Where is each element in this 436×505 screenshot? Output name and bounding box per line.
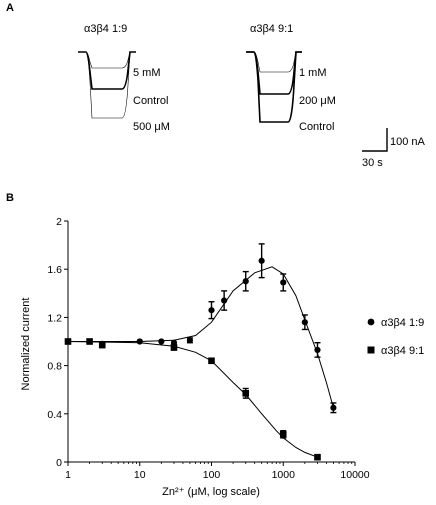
- data-point-circle: [221, 297, 228, 304]
- scale-bar-current-label: 100 nA: [390, 136, 426, 148]
- left-trace-500um: [78, 51, 136, 119]
- panel-b-letter: B: [6, 192, 14, 204]
- x-tick-label: 1000: [272, 469, 296, 481]
- x-tick-label: 10: [134, 469, 146, 481]
- right-trace-label-2: 200 μM: [299, 95, 336, 107]
- y-tick-label: 2: [56, 216, 62, 228]
- y-tick-label: 1.2: [47, 312, 62, 324]
- x-tick-label: 1: [65, 469, 71, 481]
- legend-marker-circle: [367, 318, 375, 326]
- legend-marker-square: [367, 346, 375, 354]
- left-trace-label-1: 5 mM: [133, 67, 161, 79]
- data-point-circle: [186, 337, 194, 344]
- data-point-square: [64, 338, 72, 345]
- right-traces: [246, 51, 302, 123]
- left-trace-5mm: [78, 51, 136, 69]
- left-recording-title: α3β4 1:9: [84, 23, 127, 35]
- data-point-square: [86, 338, 93, 345]
- chart-data-points: [64, 243, 337, 461]
- data-point-circle: [158, 338, 165, 345]
- data-point-square: [170, 344, 178, 351]
- x-tick-label: 100: [203, 469, 221, 481]
- right-trace-label-1: 1 mM: [299, 67, 327, 79]
- y-tick-label: 0: [56, 457, 62, 469]
- x-axis-title: Zn²⁺ (μM, log scale): [162, 486, 260, 498]
- data-point-circle: [330, 404, 337, 411]
- legend-label-series-2: α3β4 9:1: [381, 345, 424, 357]
- data-point-circle: [314, 346, 321, 354]
- left-trace-control: [78, 51, 136, 90]
- scale-bar-time-label: 30 s: [362, 157, 383, 169]
- data-point-circle: [258, 257, 265, 264]
- chart-legend: α3β4 1:9 α3β4 9:1: [367, 317, 424, 357]
- legend-label-series-1: α3β4 1:9: [381, 317, 424, 329]
- data-point-circle: [136, 338, 143, 345]
- y-axis-title: Normalized current: [20, 298, 32, 391]
- data-point-square: [242, 390, 250, 397]
- right-trace-control: [246, 51, 302, 123]
- left-trace-label-2: Control: [133, 95, 168, 107]
- fit-curve-series-2: [67, 341, 318, 458]
- left-traces: [78, 51, 136, 119]
- y-tick-label: 1.6: [47, 264, 62, 276]
- data-point-circle: [301, 319, 308, 326]
- left-trace-label-3: 500 μM: [133, 121, 170, 133]
- data-point-circle: [280, 279, 287, 286]
- x-tick-label: 10000: [340, 469, 369, 481]
- fit-curve-series-1: [68, 266, 334, 408]
- scale-bar: 100 nA 30 s: [362, 128, 426, 169]
- data-point-circle: [208, 307, 215, 314]
- y-tick-label: 0.8: [47, 361, 62, 373]
- data-point-square: [98, 341, 106, 349]
- chart-axes: 0 0.4 0.8 1.2 1.6 2 1 10 100 1000 10000: [47, 216, 369, 481]
- data-point-circle: [242, 278, 249, 285]
- right-recording-title: α3β4 9:1: [250, 23, 293, 35]
- scale-bar-lines: [362, 128, 388, 152]
- panel-b: B 0 0.4 0.8 1.2 1.6 2 1 10 100 1000 10000 Normaliz…: [6, 192, 424, 498]
- data-point-square: [208, 357, 215, 365]
- panel-a: A α3β4 1:9 α3β4 9:1 5 mM Control 500 μM …: [6, 2, 426, 169]
- data-point-square: [314, 453, 321, 461]
- data-point-square: [279, 430, 287, 438]
- right-trace-label-3: Control: [299, 121, 334, 133]
- chart-fit-curves: [67, 266, 334, 458]
- y-tick-label: 0.4: [47, 409, 62, 421]
- panel-a-letter: A: [6, 2, 14, 14]
